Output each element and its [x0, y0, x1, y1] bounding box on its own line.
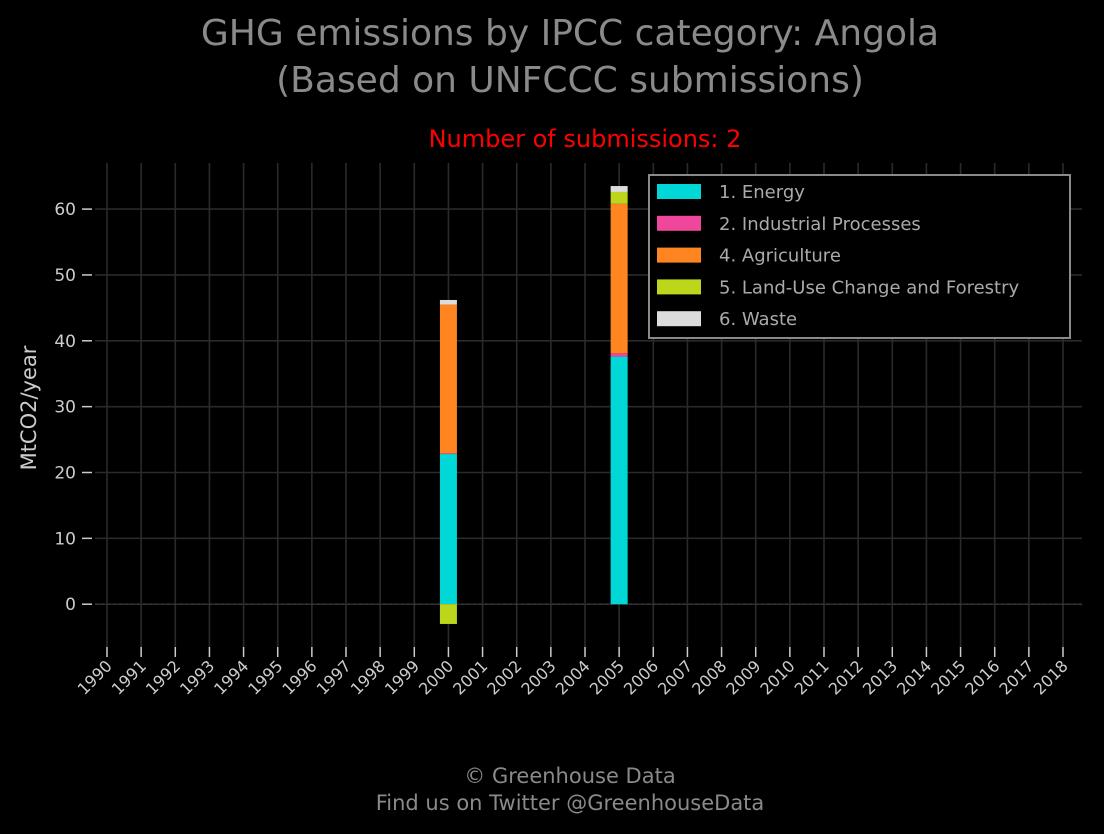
x-tick-label: 1990: [74, 656, 116, 698]
footer-twitter: Find us on Twitter @GreenhouseData: [376, 791, 765, 815]
y-tick-label: 50: [54, 266, 76, 286]
y-tick-label: 0: [65, 595, 76, 615]
legend-swatch: [657, 311, 701, 327]
bar-segment: [610, 203, 628, 354]
x-tick-label: 1993: [176, 656, 218, 698]
x-tick-label: 1999: [381, 656, 423, 698]
x-tick-label: 2008: [688, 656, 730, 698]
legend-label: 2. Industrial Processes: [719, 214, 921, 235]
y-tick-label: 60: [54, 200, 76, 220]
x-tick-label: 2015: [927, 656, 969, 698]
x-tick-label: 1991: [108, 656, 150, 698]
legend-label: 5. Land-Use Change and Forestry: [719, 277, 1019, 298]
x-tick-label: 2012: [825, 656, 867, 698]
bar-segment: [610, 186, 628, 192]
bar-segment: [610, 191, 628, 204]
legend-swatch: [657, 247, 701, 263]
x-tick-label: 2003: [517, 656, 559, 698]
x-tick-label: 2006: [620, 656, 662, 698]
legend-swatch: [657, 279, 701, 295]
bar-segment: [610, 356, 628, 605]
bar-segment: [439, 604, 457, 624]
x-tick-label: 2014: [893, 656, 935, 698]
y-tick-label: 10: [54, 529, 76, 549]
legend-label: 6. Waste: [719, 309, 797, 330]
chart-title-line1: GHG emissions by IPCC category: Angola: [201, 13, 939, 54]
x-tick-label: 2013: [859, 656, 901, 698]
bar-segment: [439, 453, 457, 455]
y-tick-label: 40: [54, 332, 76, 352]
x-tick-label: 1998: [347, 656, 389, 698]
x-tick-label: 2000: [415, 656, 457, 698]
legend-swatch: [657, 215, 701, 231]
x-tick-label: 2010: [756, 656, 798, 698]
bar-segment: [439, 454, 457, 605]
plot-layer: 1990199119921993199419951996199719981999…: [54, 163, 1082, 699]
y-tick-label: 30: [54, 398, 76, 418]
bar-segment: [610, 353, 628, 357]
x-tick-label: 2004: [552, 656, 594, 698]
x-tick-label: 1994: [210, 656, 252, 698]
x-tick-label: 2002: [483, 656, 525, 698]
legend-label: 1. Energy: [719, 182, 805, 203]
chart-title-line2: (Based on UNFCCC submissions): [276, 60, 864, 101]
footer-copyright: © Greenhouse Data: [464, 764, 675, 788]
x-tick-label: 1995: [244, 656, 286, 698]
bar-segment: [439, 299, 457, 305]
legend-box: [648, 174, 1071, 339]
y-tick-label: 20: [54, 463, 76, 483]
x-tick-label: 1997: [313, 656, 355, 698]
chart-subtitle: Number of submissions: 2: [429, 125, 742, 153]
x-tick-label: 2009: [722, 656, 764, 698]
legend-label: 4. Agriculture: [719, 246, 841, 267]
x-tick-label: 2005: [586, 656, 628, 698]
x-tick-label: 2017: [995, 656, 1037, 698]
bar-segment: [439, 304, 457, 454]
x-tick-label: 2007: [654, 656, 696, 698]
x-tick-label: 2016: [961, 656, 1003, 698]
legend-swatch: [657, 184, 701, 199]
x-tick-label: 1992: [142, 656, 184, 698]
x-tick-label: 2001: [449, 656, 491, 698]
y-axis-label: MtCO2/year: [17, 345, 41, 470]
x-tick-label: 1996: [278, 656, 320, 698]
x-tick-label: 2011: [791, 656, 833, 698]
x-tick-label: 2018: [1030, 656, 1072, 698]
